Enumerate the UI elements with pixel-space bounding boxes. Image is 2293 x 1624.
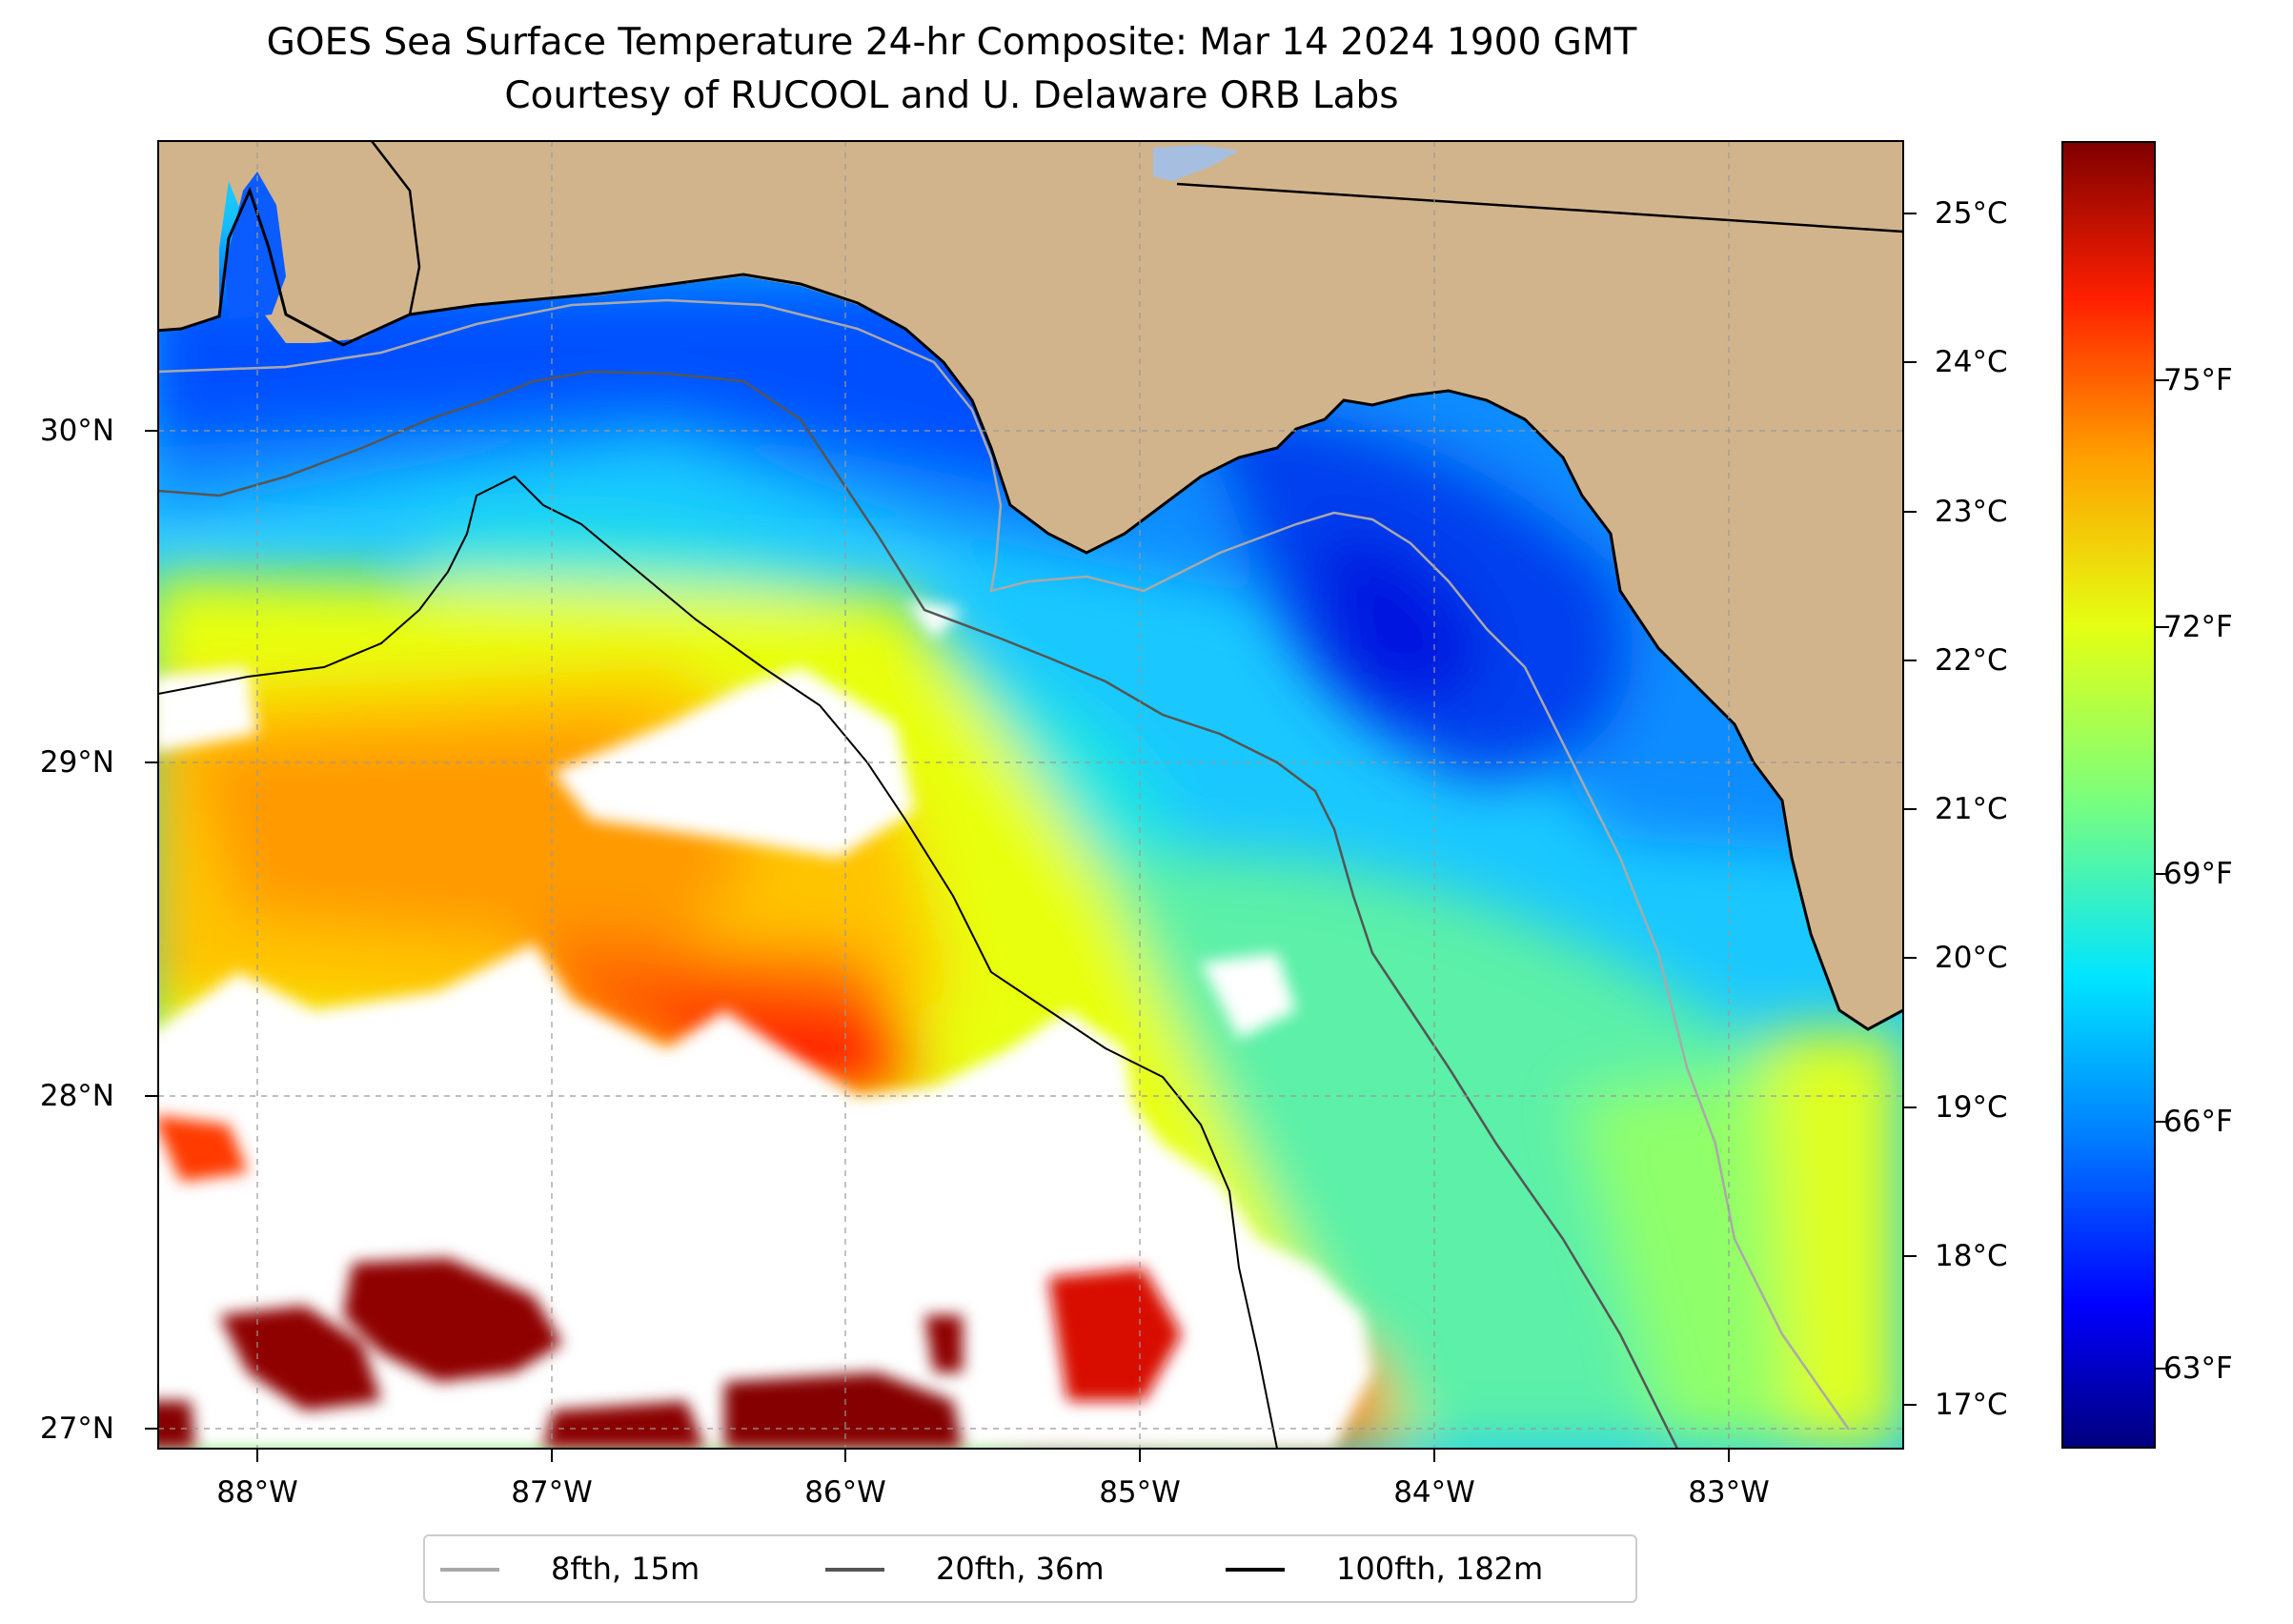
celsius-label-25: 25°C: [1935, 196, 2008, 231]
lon-label-86w: 86°W: [804, 1475, 886, 1510]
celsius-label-17: 17°C: [1935, 1388, 2008, 1422]
grid-lines: [158, 141, 1903, 1449]
lat-ticks: [145, 430, 158, 1430]
state-boundary-al-fl: [371, 141, 421, 315]
celsius-label-24: 24°C: [1935, 345, 2008, 379]
legend: 8fth, 15m 20fth, 36m 100fth, 182m: [423, 1534, 1637, 1603]
celsius-label-22: 22°C: [1935, 643, 2008, 678]
fahrenheit-label-63: 63°F: [2163, 1351, 2233, 1386]
celsius-ticks: [1903, 213, 1917, 1406]
legend-label-20fth: 20fth, 36m: [936, 1551, 1105, 1587]
warm-patches: [158, 1115, 1182, 1449]
chart-subtitle: Courtesy of RUCOOL and U. Delaware ORB L…: [504, 74, 1399, 117]
map-frame: [157, 140, 1904, 1450]
legend-swatch-100fth: [1226, 1568, 1285, 1572]
land: [158, 141, 1903, 1029]
lat-label-27n: 27°N: [39, 1411, 114, 1446]
lat-label-28n: 28°N: [39, 1079, 114, 1113]
legend-swatch-8fth: [440, 1568, 499, 1572]
lon-label-87w: 87°W: [511, 1475, 593, 1510]
lon-label-85w: 85°W: [1099, 1475, 1181, 1510]
isobath-100fth: [158, 475, 1278, 1449]
lat-label-29n: 29°N: [39, 745, 114, 780]
celsius-label-19: 19°C: [1935, 1090, 2008, 1125]
legend-label-100fth: 100fth, 182m: [1336, 1551, 1544, 1587]
lon-label-84w: 84°W: [1393, 1475, 1475, 1510]
celsius-label-20: 20°C: [1935, 941, 2008, 975]
isobath-20fth: [158, 370, 1679, 1449]
fahrenheit-label-75: 75°F: [2163, 363, 2233, 397]
lake-seminole: [1153, 145, 1239, 181]
fahrenheit-label-66: 66°F: [2163, 1105, 2233, 1139]
lat-label-30n: 30°N: [39, 414, 114, 448]
celsius-label-18: 18°C: [1935, 1239, 2008, 1273]
lon-label-83w: 83°W: [1688, 1475, 1770, 1510]
fahrenheit-label-69: 69°F: [2163, 857, 2233, 891]
legend-label-8fth: 8fth, 15m: [551, 1551, 700, 1587]
colorbar: [2061, 141, 2156, 1449]
legend-swatch-20fth: [825, 1568, 884, 1572]
fahrenheit-ticks: [2156, 379, 2169, 1370]
lon-label-88w: 88°W: [216, 1475, 298, 1510]
state-boundary-fl-ga: [1176, 182, 1903, 233]
celsius-label-23: 23°C: [1935, 495, 2008, 529]
chart-title: GOES Sea Surface Temperature 24-hr Compo…: [266, 21, 1637, 64]
fahrenheit-label-72: 72°F: [2163, 610, 2233, 644]
coastline: [158, 186, 1903, 1031]
isobath-8fth: [158, 298, 1851, 1431]
celsius-label-21: 21°C: [1935, 792, 2008, 826]
lon-ticks: [256, 1449, 1730, 1462]
